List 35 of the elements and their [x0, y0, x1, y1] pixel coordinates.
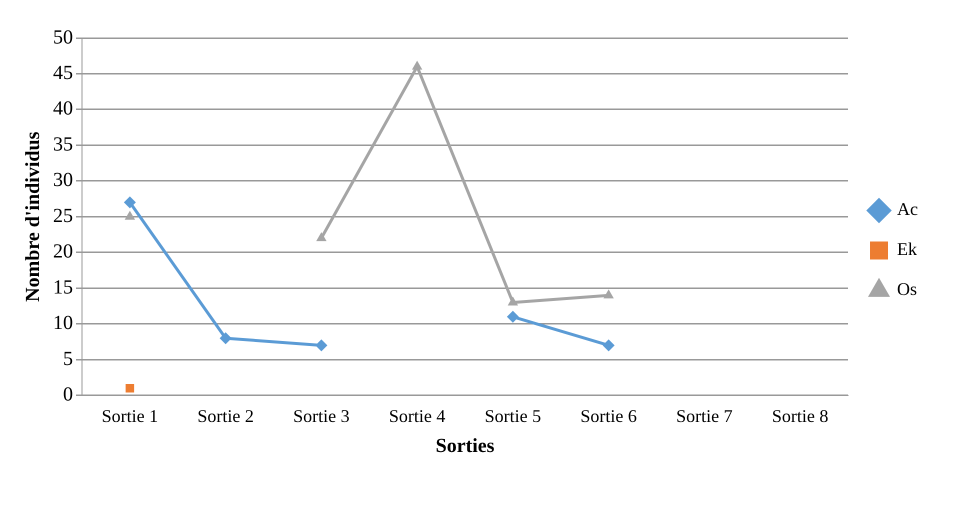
point: [316, 232, 327, 242]
point: [508, 296, 518, 306]
y-tick-label: 35: [53, 133, 73, 156]
point: [220, 332, 232, 344]
point: [124, 210, 136, 220]
x-axis-title: Sorties: [436, 435, 495, 458]
point: [124, 196, 136, 208]
x-tick-label: Sortie 4: [388, 406, 446, 426]
x-tick-label: Sortie 7: [676, 406, 733, 426]
x-tick-label: Sortie 2: [197, 406, 254, 426]
y-tick-label: 10: [53, 312, 73, 334]
legend-label: Ac: [897, 199, 918, 220]
legend-label: Os: [897, 279, 918, 300]
point: [602, 339, 615, 352]
point: [315, 339, 328, 352]
y-tick-label: 30: [53, 169, 73, 192]
point: [506, 310, 519, 323]
point: [412, 60, 422, 70]
point: [126, 384, 134, 392]
point: [603, 289, 614, 298]
legend-label: Ek: [897, 239, 918, 260]
y-axis-title: Nombre d'individus: [22, 131, 44, 302]
x-tick-label: Sortie 8: [772, 406, 828, 426]
y-tick-label: 0: [63, 384, 73, 406]
x-tick-label: Sortie 1: [102, 406, 158, 426]
x-tick-label: Sortie 3: [293, 406, 350, 426]
y-tick-label: 45: [53, 62, 73, 84]
x-tick-label: Sortie 5: [484, 406, 542, 426]
y-tick-label: 40: [53, 98, 73, 120]
y-tick-label: 50: [53, 26, 73, 48]
y-tick-label: 15: [53, 276, 73, 298]
y-tick-label: 20: [53, 240, 73, 263]
y-tick-label: 5: [63, 348, 73, 370]
x-tick-label: Sortie 6: [580, 406, 637, 426]
y-tick-label: 25: [53, 204, 73, 227]
